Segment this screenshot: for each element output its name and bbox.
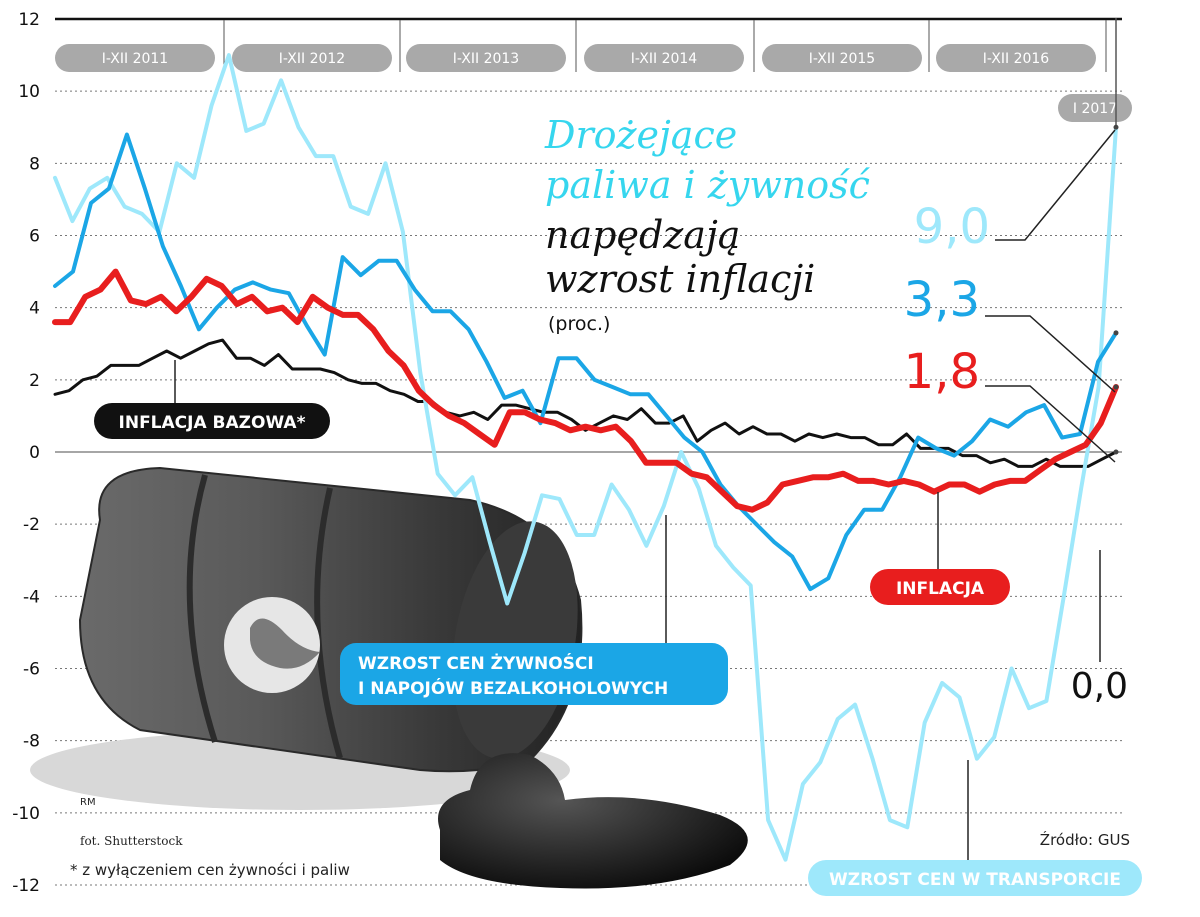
core-inflation-line-end-point [1113,449,1119,455]
y-tick-label: 2 [29,371,40,391]
food-leader-line [985,315,1116,393]
inflation-label-box [870,569,1010,605]
y-axis: 12 10 8 6 4 2 0 -2 -4 -6 -8 -10 -12 [12,10,40,896]
author-note: RM [80,797,96,808]
chart-title-line-1: Drożejące [544,113,737,157]
period-pill-2014 [584,44,744,72]
y-tick-label: -12 [12,876,40,896]
transport-last-value: 9,0 [914,199,990,255]
core-last-value: 0,0 [1071,666,1128,707]
y-tick-label: 8 [29,154,40,174]
y-tick-label: 6 [29,227,40,247]
period-pill-2016 [936,44,1096,72]
period-label-2012: I-XII 2012 [279,51,345,67]
y-tick-label: -8 [23,732,40,752]
period-pill-2013 [406,44,566,72]
oil-puddle [438,753,748,889]
transport-price-line-end-point [1113,124,1119,130]
transport-leader-line [995,129,1116,241]
chart-title-line-2: paliwa i żywność [545,163,871,207]
core-inflation-label: INFLACJA BAZOWA* [119,413,306,433]
period-label-2014: I-XII 2014 [631,51,698,67]
core-inflation-label-box [94,403,330,439]
y-tick-label: -4 [23,587,40,607]
period-pill-2017 [1058,94,1132,122]
y-tick-label: -2 [23,515,40,535]
inflation-line-end-point [1113,384,1119,390]
footnote: * z wyłączeniem cen żywności i paliw [70,861,350,879]
transport-price-line [53,53,1118,862]
y-tick-label: 4 [29,299,40,319]
food-label-box [340,643,728,705]
inflation-last-value: 1,8 [904,344,980,400]
chart-title-line-3: napędzają [545,213,740,257]
food-label-line-1: WZROST CEN ŻYWNOŚCI [358,652,594,674]
period-label-2013: I-XII 2013 [453,51,519,67]
y-tick-label: -6 [23,660,40,680]
period-label-2011: I-XII 2011 [102,51,168,67]
series-lines [52,53,1119,862]
inflation-line [52,268,1119,513]
photo-credit: fot. Shutterstock [80,834,183,848]
food-label-line-2: I NAPOJÓW BEZALKOHOLOWYCH [358,677,668,699]
inflation-leader-line [985,385,1116,463]
oil-drop-logo-icon [250,618,320,669]
unit-label: (proc.) [548,313,610,335]
period-pill-2011 [55,44,215,72]
y-tick-label: 12 [18,10,40,30]
y-tick-label: 0 [29,443,40,463]
food-price-line-end-point [1113,330,1119,336]
y-tick-label: 10 [18,82,40,102]
chart-title-line-4: wzrost inflacji [545,257,815,301]
period-label-2015: I-XII 2015 [809,51,875,67]
period-pill-2015 [762,44,922,72]
inflation-label: INFLACJA [896,579,985,599]
barrel-rib [314,487,343,759]
transport-label-box [808,860,1142,896]
period-pill-2012 [232,44,392,72]
transport-label: WZROST CEN W TRANSPORCIE [829,870,1121,890]
y-tick-label: -10 [12,804,40,824]
period-pills: I-XII 2011 I-XII 2012 I-XII 2013 I-XII 2… [55,18,1132,130]
period-label-2016: I-XII 2016 [983,51,1050,67]
barrel-rib [186,474,218,743]
period-label-2017: I 2017 [1073,101,1117,117]
food-price-line [53,132,1118,592]
source-note: Źródło: GUS [1040,830,1130,849]
food-last-value: 3,3 [904,272,980,328]
